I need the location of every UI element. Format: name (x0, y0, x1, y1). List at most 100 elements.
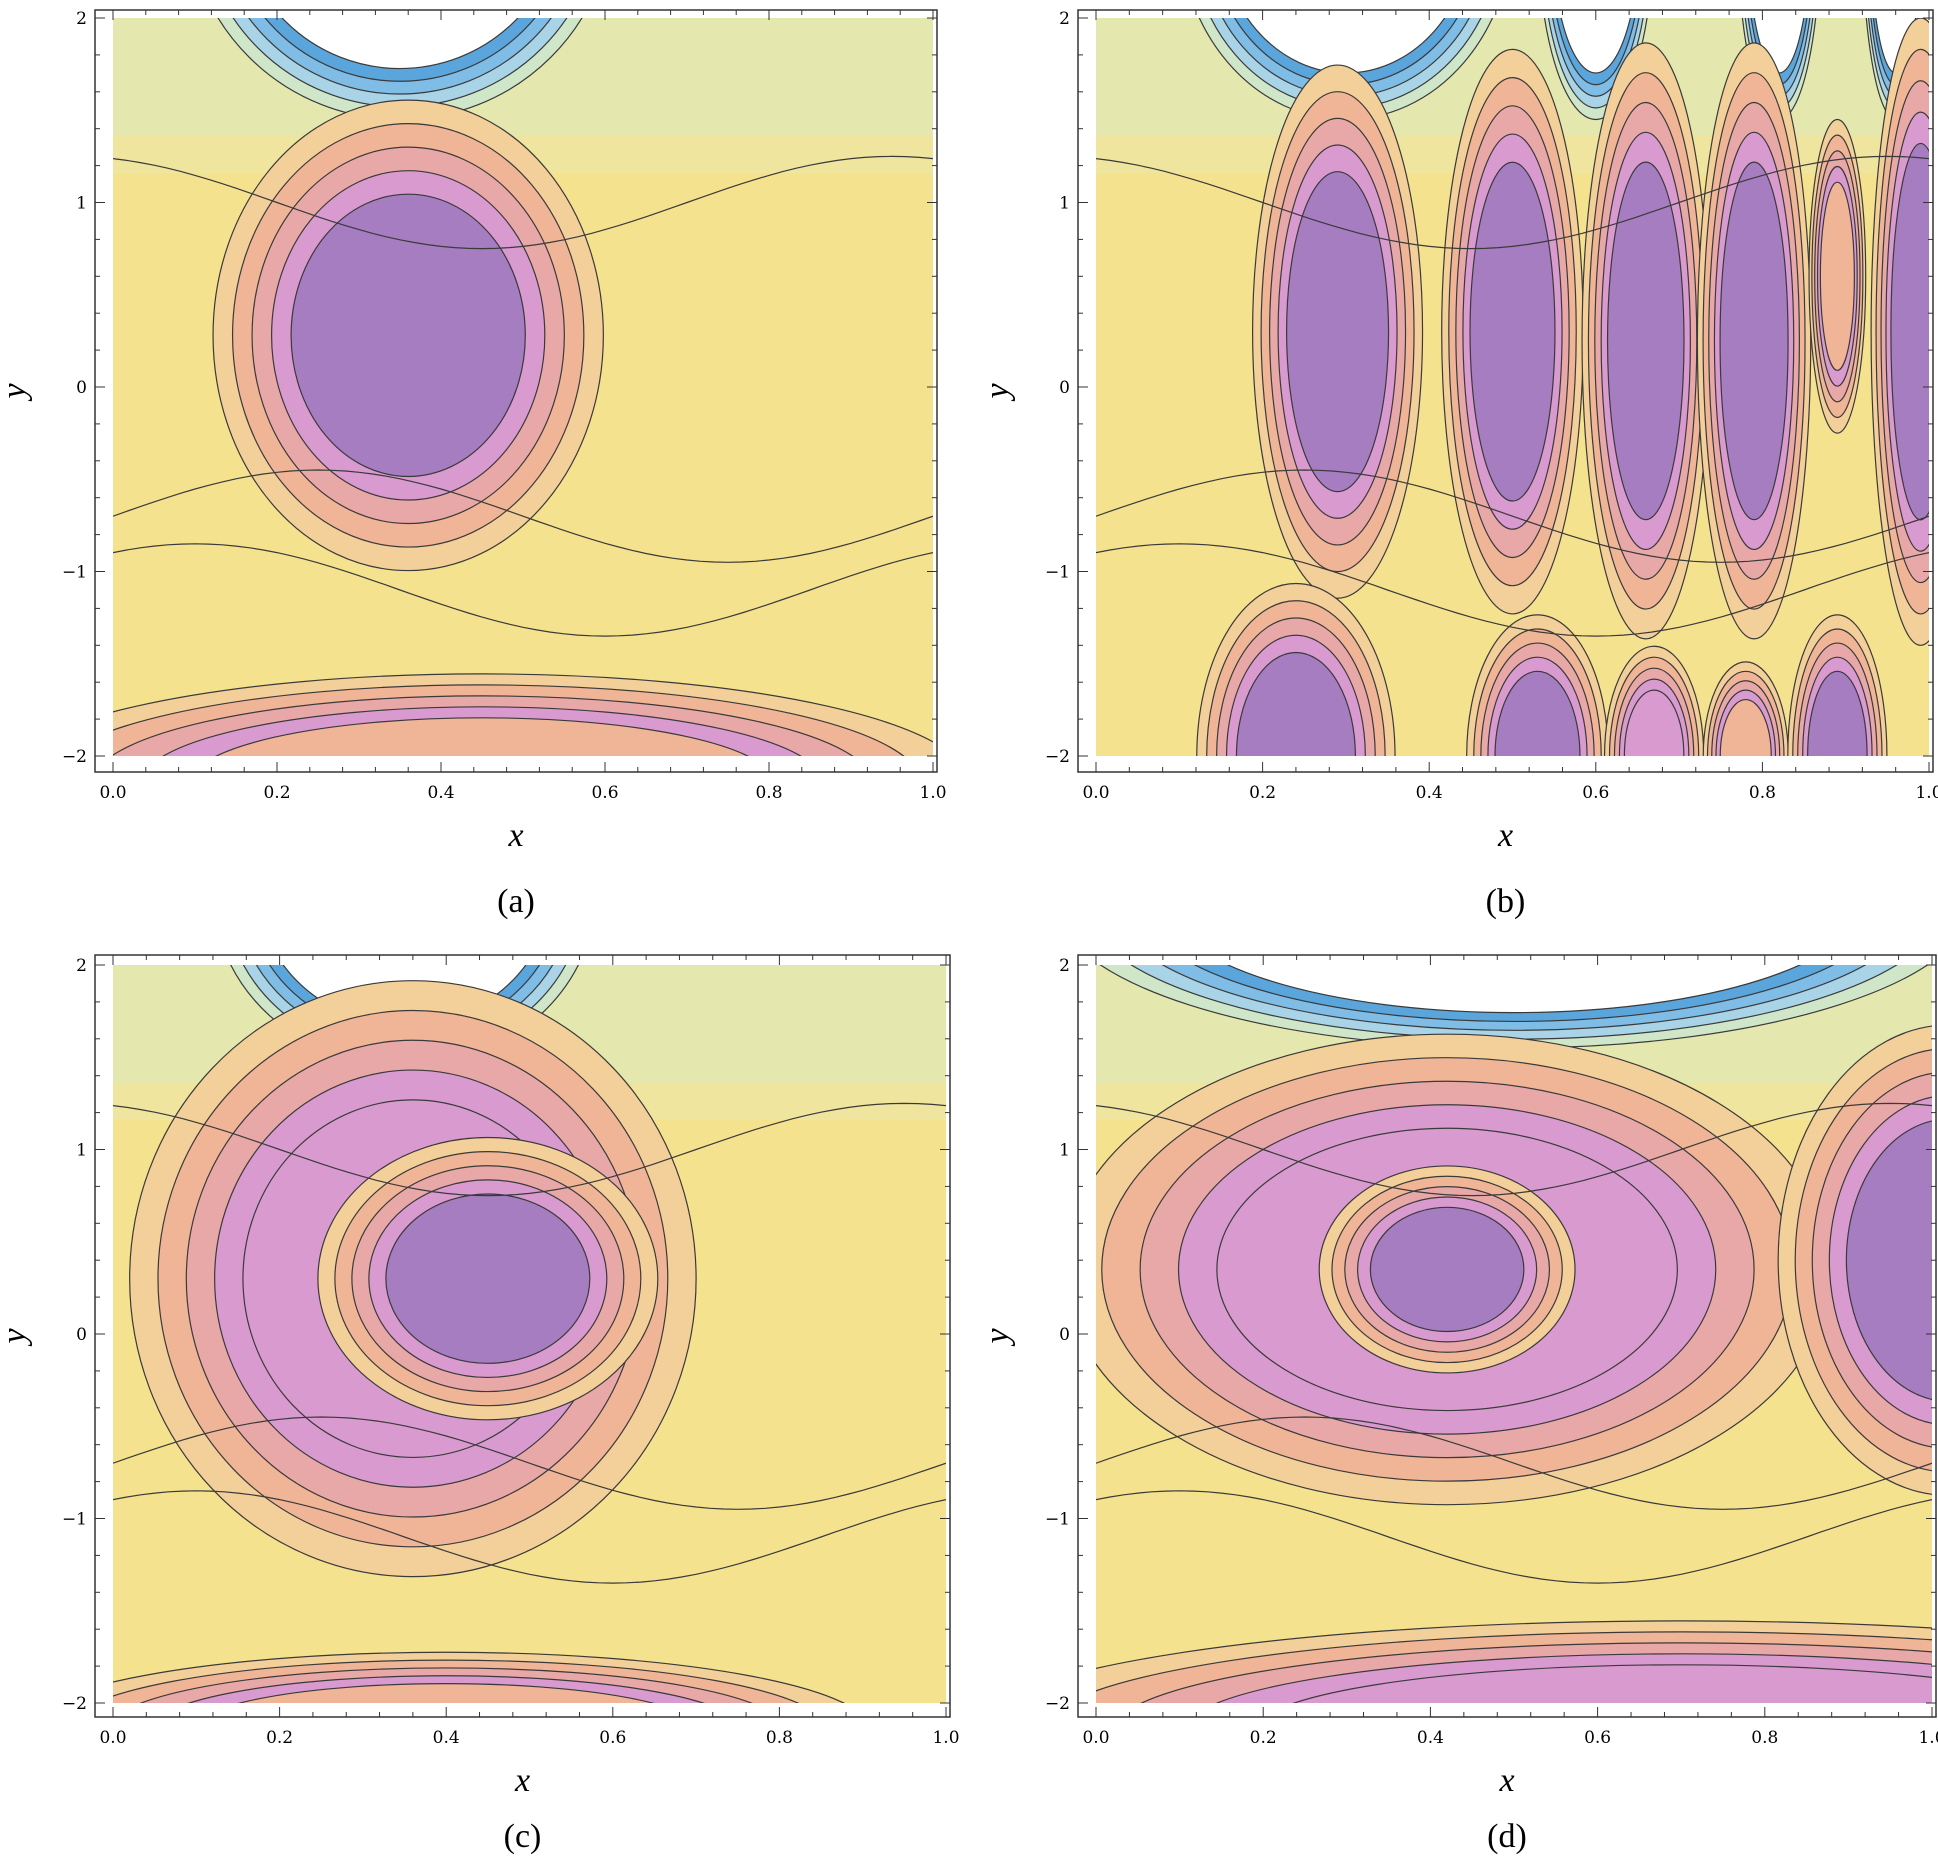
y-tick-label: −1 (62, 1510, 87, 1530)
x-tick-label: 0.8 (1749, 783, 1776, 803)
x-tick-label: 0.6 (599, 1728, 626, 1748)
contour-line (1096, 469, 1929, 563)
peak-5 (1096, 1620, 1932, 1703)
contour-line (1096, 543, 1929, 637)
contour-ring (237, 1683, 655, 1703)
contour-line (113, 1490, 946, 1584)
contour-line (1096, 155, 1929, 250)
x-axis-label: x (1497, 817, 1513, 854)
y-axis-label: y (979, 1328, 1016, 1347)
y-axis-label: y (979, 383, 1016, 402)
x-axis-label: x (514, 1762, 530, 1799)
contour-ring (1845, 1120, 1932, 1401)
contour-line (1096, 1490, 1932, 1584)
y-tick-label: −2 (1045, 747, 1070, 767)
x-axis-label: x (1498, 1762, 1514, 1799)
plot-frame (1077, 954, 1937, 1718)
panel-caption: (b) (1486, 883, 1526, 920)
x-tick-label: 0.8 (766, 1728, 793, 1748)
x-tick-label: 1.0 (1915, 783, 1938, 803)
x-tick-label: 0.8 (1751, 1728, 1778, 1748)
panel-caption: (a) (497, 883, 535, 920)
plot-frame (1077, 9, 1934, 773)
peak-10 (1870, 18, 1929, 646)
peak-5 (1252, 64, 1424, 599)
plot-area (1096, 18, 1929, 756)
peak-11 (1196, 582, 1396, 756)
y-tick-label: 1 (76, 1141, 87, 1161)
peak-15 (1787, 614, 1888, 756)
peak-4 (113, 1651, 845, 1703)
ticks (1078, 10, 1933, 772)
peak-3 (317, 1136, 659, 1421)
contour-ring (281, 18, 519, 70)
x-tick-label: 0.4 (1417, 1728, 1444, 1748)
y-tick-label: −2 (1045, 1694, 1070, 1714)
x-tick-label: 1.0 (932, 1728, 959, 1748)
x-tick-label: 0.2 (263, 783, 290, 803)
x-tick-label: 0.6 (591, 783, 618, 803)
peak-14 (1702, 661, 1789, 756)
y-tick-label: −2 (62, 747, 87, 767)
ticks (95, 10, 937, 772)
contour-panel-2: 0.0 0.2 0.4 0.6 0.8 1.0 −2 −1 0 1 2 x y (b) (979, 9, 1938, 920)
x-tick-label: 0.2 (1250, 1728, 1277, 1748)
y-tick-label: 2 (1059, 956, 1070, 976)
contour-ring (1292, 1664, 1932, 1703)
y-tick-label: 0 (76, 378, 87, 398)
contour-ring (1285, 171, 1390, 493)
x-tick-label: 0.8 (755, 783, 782, 803)
peak-8 (1696, 42, 1812, 640)
peak-12 (1466, 614, 1609, 756)
contour-lines (1096, 155, 1929, 637)
ticks (1078, 955, 1936, 1717)
y-axis-label: y (0, 383, 33, 402)
y-tick-label: −2 (62, 1694, 87, 1714)
y-tick-label: 0 (76, 1325, 87, 1345)
peak-3 (113, 673, 933, 756)
contour-ring (1469, 161, 1556, 502)
y-axis-label: y (0, 1328, 33, 1347)
contour-ring (1226, 965, 1802, 1014)
y-tick-label: 2 (1059, 9, 1070, 29)
trough-1 (217, 18, 583, 121)
contour-ring (1560, 18, 1631, 74)
contour-line (113, 469, 933, 563)
contour-lines (1096, 1102, 1932, 1584)
plot-area (113, 18, 933, 756)
x-tick-label: 0.0 (1082, 783, 1109, 803)
y-tick-label: 1 (1059, 1141, 1070, 1161)
contour-line (1096, 1102, 1932, 1197)
contour-ring (290, 193, 526, 478)
contour-ring (1606, 161, 1685, 521)
contour-line (1096, 1416, 1932, 1510)
y-tick-label: −1 (1045, 563, 1070, 583)
peak-2 (212, 99, 604, 572)
peak-6 (1441, 48, 1584, 615)
contour-ring (385, 1193, 591, 1364)
x-tick-label: 0.6 (1582, 783, 1609, 803)
contour-ring (1494, 670, 1581, 756)
y-tick-label: −1 (62, 563, 87, 583)
y-tick-label: 0 (1059, 378, 1070, 398)
contour-panel-4: 0.0 0.2 0.4 0.6 0.8 1.0 −2 −1 0 1 2 x y (d) (979, 954, 1938, 1855)
peak-7 (1581, 42, 1711, 640)
plot-area (113, 965, 946, 1703)
contour-lines (113, 155, 933, 637)
contour-lines (113, 1102, 946, 1584)
peak-4 (1777, 1025, 1932, 1495)
trough-1 (1099, 965, 1929, 1049)
panel-caption: (d) (1487, 1818, 1527, 1855)
y-tick-label: 2 (76, 9, 87, 29)
x-axis-label: x (507, 817, 523, 854)
plot-frame (94, 954, 951, 1718)
contour-panel-3: 0.0 0.2 0.4 0.6 0.8 1.0 −2 −1 0 1 2 x y (c) (0, 954, 960, 1855)
x-tick-label: 0.0 (99, 1728, 126, 1748)
contour-ring (1719, 698, 1772, 756)
contour-line (113, 1416, 946, 1510)
x-tick-label: 0.4 (427, 783, 454, 803)
x-tick-label: 1.0 (919, 783, 946, 803)
x-tick-label: 0.2 (266, 1728, 293, 1748)
peak-3 (1318, 1165, 1576, 1374)
